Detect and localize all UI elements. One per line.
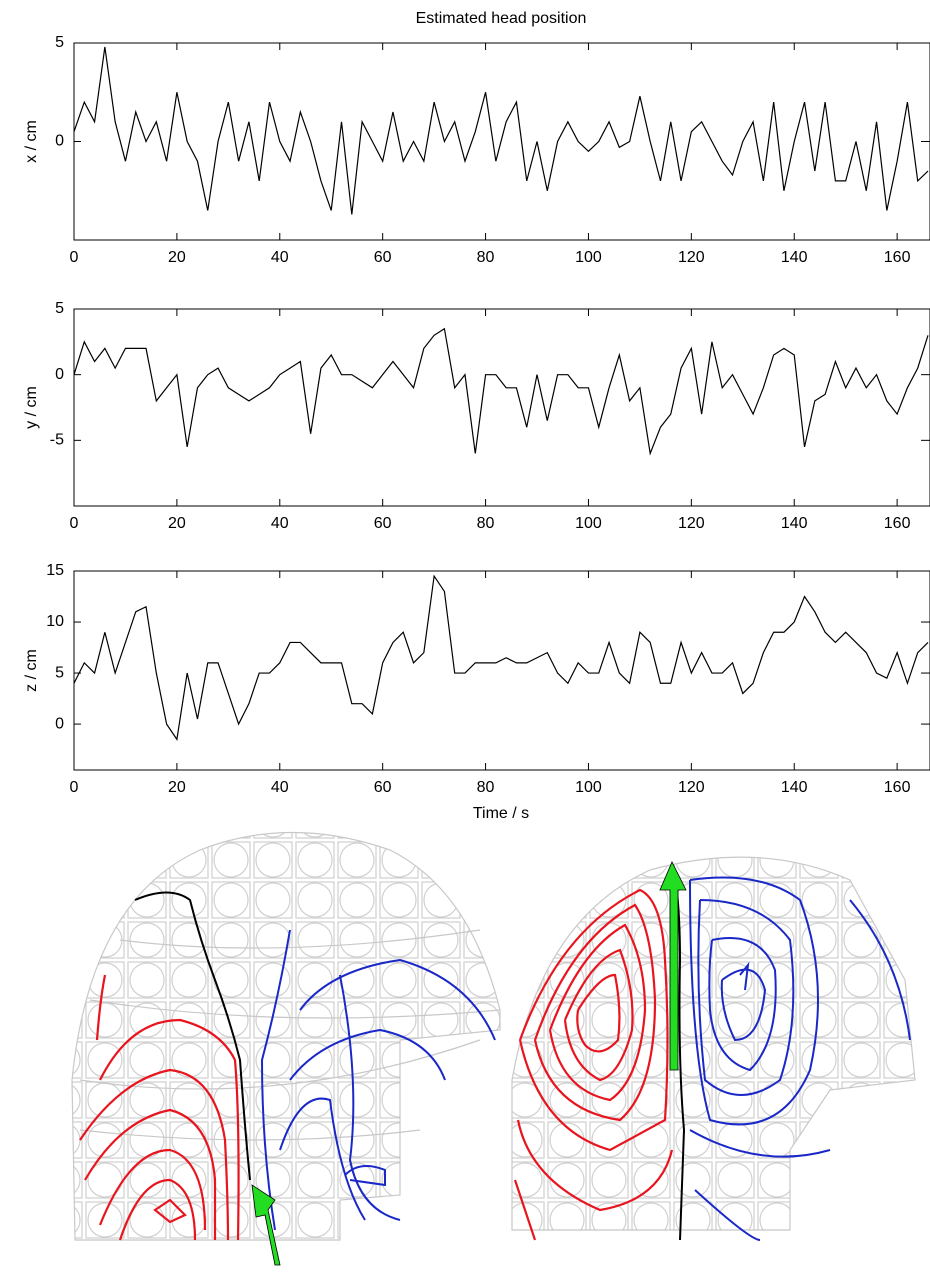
- x-tick-label: 60: [374, 249, 392, 266]
- x-tick-label: 60: [374, 515, 392, 532]
- x-tick-label: 0: [70, 249, 79, 266]
- data-line: [73, 574, 929, 741]
- x-tick-label: 120: [678, 779, 705, 796]
- x-tick-label: 80: [477, 515, 495, 532]
- x-tick-label: 80: [477, 249, 495, 266]
- y-tick-label: 10: [46, 613, 64, 630]
- y-tick-label: 15: [46, 562, 64, 579]
- y-tick-label: -5: [50, 432, 64, 449]
- x-tick-label: 0: [70, 779, 79, 796]
- x-tick-label: 60: [374, 779, 392, 796]
- y-tick-label: 0: [55, 133, 64, 150]
- chart-panel: 0 20 40 60 80 100 120 140 160 0 5 10 15 z / cm Time / …: [23, 562, 930, 822]
- x-tick-label: 160: [884, 515, 911, 532]
- x-tick-label: 20: [168, 515, 186, 532]
- y-tick-label: 0: [55, 715, 64, 732]
- y-axis-label: z / cm: [23, 649, 40, 692]
- x-tick-label: 20: [168, 249, 186, 266]
- x-tick-label: 40: [271, 515, 289, 532]
- helmet-right: [511, 856, 916, 1241]
- x-tick-label: 140: [781, 515, 808, 532]
- y-tick-label: 0: [55, 366, 64, 383]
- plot-frame: [73, 570, 930, 771]
- x-tick-label: 160: [884, 249, 911, 266]
- x-axis-label: Time / s: [473, 805, 529, 822]
- chart-panel: 0 20 40 60 80 100 120 140 160 -5 0 5 y / cm: [23, 300, 930, 532]
- x-tick-label: 140: [781, 779, 808, 796]
- x-tick-label: 40: [271, 249, 289, 266]
- x-tick-label: 20: [168, 779, 186, 796]
- helmet-left: [71, 831, 501, 1266]
- plot-frame: [73, 308, 930, 507]
- x-tick-label: 160: [884, 779, 911, 796]
- chart-title: Estimated head position: [416, 10, 587, 27]
- x-tick-label: 100: [575, 515, 602, 532]
- y-tick-label: 5: [55, 34, 64, 51]
- sensor-helmets: [71, 831, 916, 1266]
- x-tick-label: 80: [477, 779, 495, 796]
- x-tick-label: 140: [781, 249, 808, 266]
- x-tick-label: 120: [678, 515, 705, 532]
- y-axis-label: y / cm: [23, 386, 40, 429]
- chart-panel: 0 20 40 60 80 100 120 140 160 0 5 x / cm Estimated h…: [23, 10, 930, 266]
- y-axis-label: x / cm: [23, 120, 40, 163]
- plot-frame: [73, 42, 930, 241]
- y-tick-label: 5: [55, 300, 64, 317]
- x-tick-label: 120: [678, 249, 705, 266]
- x-tick-label: 0: [70, 515, 79, 532]
- x-tick-label: 100: [575, 779, 602, 796]
- data-line: [73, 327, 929, 456]
- x-tick-label: 100: [575, 249, 602, 266]
- data-line: [73, 46, 929, 215]
- y-tick-label: 5: [55, 664, 64, 681]
- x-tick-label: 40: [271, 779, 289, 796]
